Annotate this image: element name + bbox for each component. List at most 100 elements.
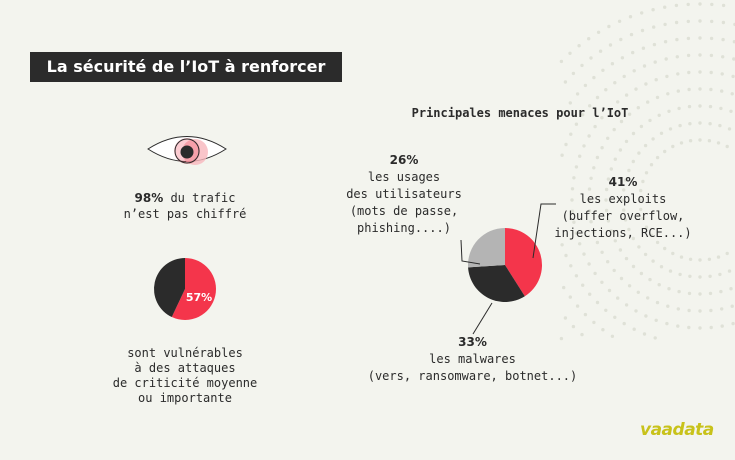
background-dot [587,198,591,202]
background-dot [720,307,724,311]
background-dot [572,176,576,180]
background-dot [613,81,617,85]
background-dot [725,251,729,256]
background-dot [598,49,603,53]
background-dot [607,24,611,29]
background-dot [708,274,712,278]
background-dot [622,74,626,79]
background-dot [571,324,576,329]
background-dot [643,252,648,257]
background-dot [623,178,628,182]
background-dot [604,198,608,202]
background-dot [676,307,680,311]
background-dot [642,64,647,68]
background-dot [569,132,573,136]
background-dot [592,166,596,170]
background-dot [606,219,611,223]
background-dot [677,106,681,111]
background-dot [664,57,668,61]
background-dot [654,318,658,322]
background-dot [568,51,572,55]
background-dot [698,53,702,57]
background-dot [588,104,592,108]
background-dot [627,227,631,232]
background-dot [600,116,604,120]
background-dot [634,87,638,91]
slice-desc-malwares-2: (vers, ransomware, botnet...) [367,369,578,383]
eye-icon [147,136,227,165]
background-dot [709,325,713,330]
background-dot [730,92,734,96]
background-dot [595,155,600,160]
background-dot [601,68,605,73]
background-dot [667,109,671,114]
background-dot [655,95,660,100]
background-dot [600,146,604,150]
background-dot [629,32,634,37]
background-dot [582,252,586,256]
background-dot [587,262,591,266]
background-dot [698,104,702,108]
background-dot [655,240,660,245]
background-dot [644,225,649,229]
background-dot [686,19,690,24]
background-dot [604,208,609,213]
background-dot [721,3,726,8]
background-dot [657,283,661,287]
background-dot [716,141,721,145]
background-dot [707,139,712,143]
background-dot [655,300,660,305]
background-dot [655,155,660,160]
background-dot [563,80,568,84]
background-dot [687,325,691,330]
background-dot [707,257,712,261]
background-dot [730,304,734,308]
background-dot [641,216,645,221]
background-dot [668,269,673,273]
background-dot [698,70,702,74]
background-dot [593,271,597,276]
background-dot [637,245,641,249]
background-dot [659,265,664,269]
background-dot [641,46,646,50]
background-dot [698,87,702,91]
background-dot [729,109,733,114]
background-dot [592,320,596,325]
background-dot [665,321,669,326]
slice-desc-usages-1: les usages [367,170,441,184]
vulnerable-line-1: sont vulnérables [127,346,243,360]
background-dot [589,176,593,180]
background-dot [631,264,636,269]
background-dot [659,131,664,135]
vulnerable-line-3: de criticité moyenne [112,376,258,390]
background-dot [639,188,643,193]
background-dot [578,242,582,246]
background-dot [562,285,566,290]
slice-label-malwares: 33% les malwares (vers, ransomware, botn… [365,334,580,385]
background-dot [572,220,576,224]
background-dot [571,71,576,76]
background-dot [580,63,584,68]
background-dot [623,218,628,222]
background-dot [604,88,608,92]
vulnerable-line-4: ou importante [138,391,232,405]
background-dot [569,264,573,268]
background-dot [637,151,641,155]
background-dot [676,89,680,93]
background-dot [678,272,682,277]
background-dot [636,290,640,294]
background-dot [608,43,613,47]
slice-desc-exploits-3: injections, RCE...) [554,226,692,240]
background-dot [618,148,623,152]
background-dot [619,276,624,281]
background-dot [687,87,691,92]
background-dot [636,106,640,110]
background-dot [687,308,691,313]
background-dot [732,57,735,61]
background-dot [698,292,702,296]
background-dot [595,300,600,305]
background-dot [688,122,692,126]
background-dot [620,56,625,60]
slice-desc-usages-4: phishing....) [357,221,451,235]
background-dot [616,296,620,300]
